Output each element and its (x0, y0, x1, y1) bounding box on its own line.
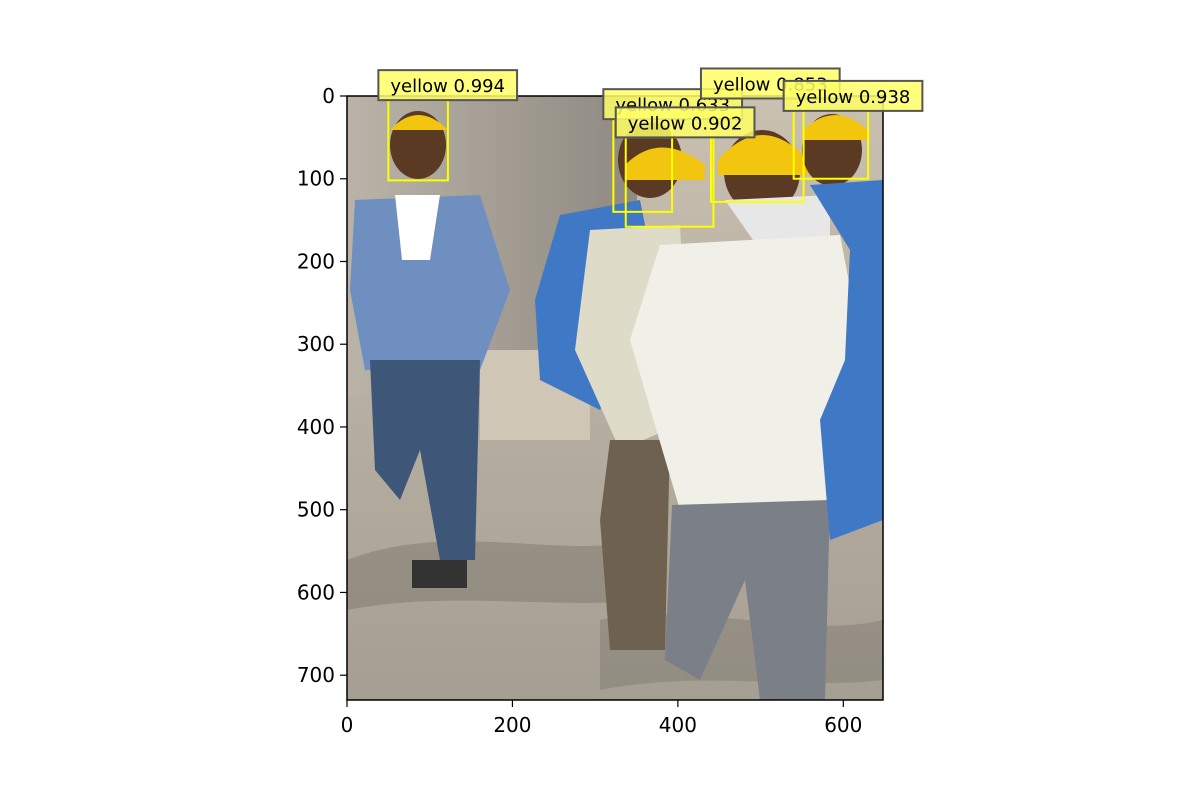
detection-label-text: yellow 0.938 (796, 87, 911, 108)
y-tick-label: 400 (297, 415, 335, 439)
x-axis-ticks: 0 200 400 600 (341, 700, 862, 737)
detection-label-bg (377, 69, 519, 102)
detection-label: yellow 0.938 (782, 79, 924, 112)
y-tick-label: 100 (297, 167, 335, 191)
detection-label: yellow 0.902 (614, 106, 756, 139)
y-tick-label: 300 (297, 332, 335, 356)
detection-label: yellow 0.853 (699, 67, 841, 100)
x-tick-label: 200 (493, 713, 531, 737)
detection-label-text: yellow 0.902 (628, 113, 743, 134)
detection-label-bg (614, 106, 756, 139)
photo-image (347, 96, 883, 700)
y-tick-label: 500 (297, 498, 335, 522)
y-tick-label: 200 (297, 249, 335, 273)
y-axis-ticks: 0 100 200 300 400 500 600 700 (297, 84, 347, 687)
x-tick-label: 0 (341, 713, 354, 737)
detection-label-text: yellow 0.994 (390, 76, 505, 97)
detection-label-bg (782, 79, 924, 112)
y-tick-label: 0 (322, 84, 335, 108)
x-tick-label: 600 (824, 713, 862, 737)
detection-label: yellow 0.994 (377, 69, 519, 102)
x-tick-label: 400 (659, 713, 697, 737)
y-tick-label: 600 (297, 580, 335, 604)
y-tick-label: 700 (297, 663, 335, 687)
